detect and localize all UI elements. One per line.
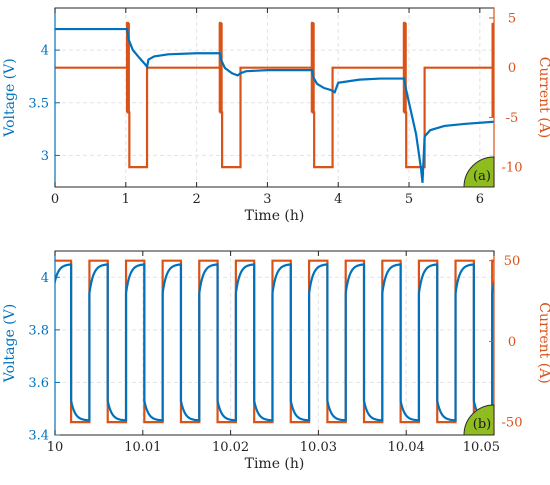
current-pulse-mark [218,22,223,113]
x-tick-label: 10.01 [124,440,161,455]
x-tick-label: 10.05 [463,440,500,455]
chart-panel-a: 0 1 2 3 4 5 6 3 3.5 4 -10 -5 0 5 Time (h) Voltage (V) Cu… [2,7,550,224]
series-current-line [55,259,494,424]
x-tick-label: 2 [192,192,200,207]
y-right-axis-label: Current (A) [536,302,550,384]
axes-box [54,7,495,188]
y-left-tick-label: 3.6 [28,376,49,391]
x-axis-label: Time (h) [245,208,305,224]
x-tick-label: 10.04 [388,440,425,455]
y-right-axis-label: Current (A) [536,57,550,139]
y-right-tick-label: 5 [508,11,516,26]
y-right-tick-label: -10 [502,161,523,176]
y-left-tick-label: 3.8 [28,323,49,338]
y-left-tick-label: 3 [41,149,49,164]
x-tick-label: 5 [405,192,413,207]
y-right-tick-label: 0 [508,335,516,350]
plot-area [55,259,494,424]
y-right-tick-label: 50 [504,254,521,269]
y-right-tick-label: -5 [506,111,519,126]
x-tick-label: 10.02 [212,440,249,455]
current-pulse-mark [491,22,494,118]
y-left-axis-label: Voltage (V) [2,304,18,383]
y-right-tick-label: -50 [502,416,523,431]
current-pulse-mark [402,22,407,113]
current-pulse-mark [310,22,315,113]
x-axis-label: Time (h) [245,456,305,472]
series-voltage-line [55,27,494,183]
x-tick-label: 3 [263,192,271,207]
x-tick-label: 6 [476,192,484,207]
series-voltage-line [55,263,494,422]
x-tick-label: 0 [51,192,59,207]
panel-badge [463,156,495,188]
series-current-line [55,21,494,169]
y-right-tick-label: 0 [508,61,516,76]
x-tick-label: 1 [122,192,130,207]
y-left-tick-label: 4 [41,271,49,286]
y-left-tick-label: 3.4 [28,429,49,444]
y-left-tick-label: 3.5 [28,96,49,111]
y-left-axis-label: Voltage (V) [2,58,18,137]
chart-panel-b: 10 10.01 10.02 10.03 10.04 10.05 3.4 3.6 3.8 4 -50… [2,250,550,472]
panel-badge-label: (a) [473,169,491,184]
y-left-tick-label: 4 [41,44,49,59]
panel-badge [463,404,495,436]
current-pulse-mark [125,22,130,113]
x-tick-label: 4 [334,192,342,207]
x-tick-label: 10.03 [300,440,337,455]
panel-badge-label: (b) [473,417,491,432]
plot-area [55,21,494,183]
x-tick-label: 10 [47,440,64,455]
